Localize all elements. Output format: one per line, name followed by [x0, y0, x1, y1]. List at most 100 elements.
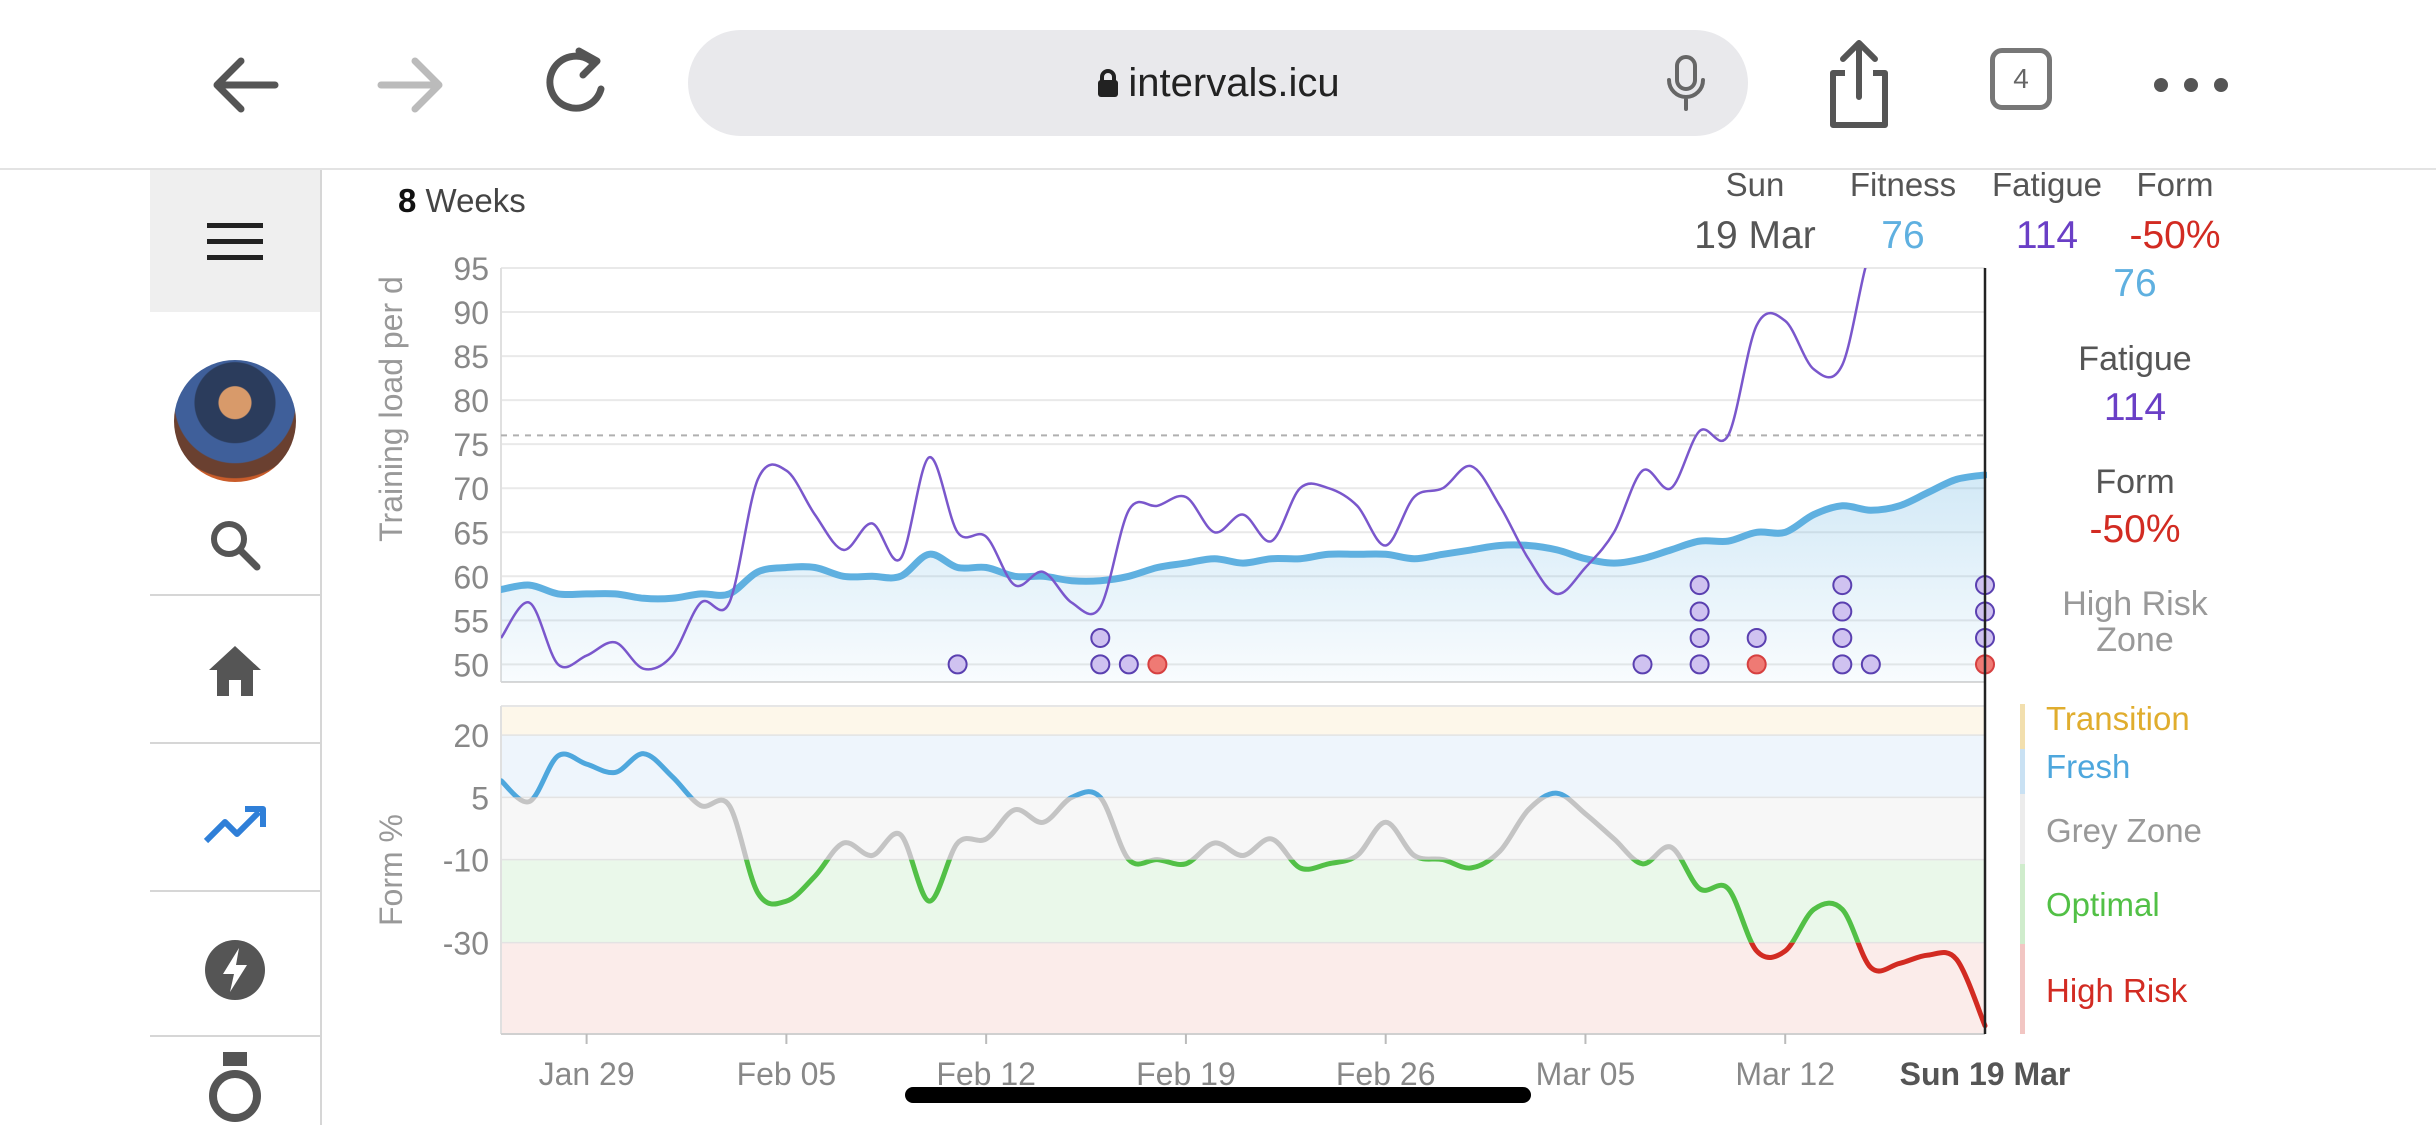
y-tick-label: 70	[453, 471, 489, 507]
activity-dot	[1118, 654, 1139, 675]
activity-dot	[1860, 654, 1881, 675]
legend-high-risk-zone-line2: Zone	[2096, 621, 2174, 659]
legend-high-risk-zone-line1: High Risk	[2062, 585, 2208, 623]
tabs-icon[interactable]: 4	[1990, 48, 2052, 110]
home-indicator	[905, 1087, 1531, 1103]
sidebar	[150, 170, 322, 1125]
zone-bar-grey	[2020, 794, 2025, 864]
zone-label-transition: Transition	[2046, 700, 2190, 737]
header-fitness-value: 76	[1881, 214, 1925, 257]
y-tick-label: 75	[453, 427, 489, 463]
activity-dot	[1632, 654, 1653, 675]
url-text: intervals.icu	[1128, 60, 1340, 105]
trend-icon[interactable]	[150, 760, 320, 890]
y-axis-label: Training load per d	[373, 276, 409, 542]
bolt-icon[interactable]	[150, 905, 320, 1035]
activity-dot	[947, 654, 968, 675]
zone-band	[501, 735, 1985, 798]
y-tick-label: 90	[453, 295, 489, 331]
header-fatigue-value: 114	[2015, 214, 2079, 257]
x-tick-label: Jan 29	[539, 1056, 635, 1092]
back-arrow-icon[interactable]	[190, 30, 300, 140]
fitness-line	[501, 471, 1987, 603]
zone-label-optimal: Optimal	[2046, 886, 2160, 923]
zone-bar-optimal	[2020, 864, 2025, 944]
reload-icon[interactable]	[522, 30, 632, 140]
y-tick-label: 50	[453, 647, 489, 683]
range-unit: Weeks	[425, 182, 526, 219]
x-tick-label: Feb 19	[1136, 1056, 1236, 1092]
y-tick-label: 55	[453, 603, 489, 639]
activity-dot	[1689, 627, 1710, 648]
address-bar[interactable]: intervals.icu	[688, 30, 1748, 136]
zone-band	[501, 859, 1985, 943]
home-icon[interactable]	[150, 610, 320, 730]
fitness-area	[501, 475, 1985, 682]
y-tick-label: -30	[443, 926, 489, 962]
activity-dot	[1832, 627, 1853, 648]
y-axis-label: Form %	[373, 814, 409, 926]
sidebar-divider	[150, 742, 320, 744]
y-tick-label: 5	[471, 780, 489, 816]
y-tick-label: 80	[453, 383, 489, 419]
zone-band	[501, 706, 1985, 736]
avatar[interactable]	[174, 360, 296, 482]
header-date: 19 Mar	[1694, 214, 1816, 257]
legend-fatigue-label: Fatigue	[2078, 340, 2192, 378]
fatigue-line	[501, 268, 1867, 671]
form-line	[513, 797, 1685, 860]
lock-icon	[1098, 69, 1119, 97]
activity-dot	[1689, 601, 1710, 622]
legend-high-risk-zone: High Risk Zone	[2040, 586, 2230, 658]
activity-dot-high-risk	[1746, 654, 1767, 675]
zone-band	[501, 797, 1985, 860]
top-series-group	[501, 268, 1987, 682]
zone-band	[501, 942, 1985, 1034]
zone-label-high-risk: High Risk	[2046, 972, 2188, 1009]
header-fitness-label: Fitness	[1849, 166, 1957, 203]
y-tick-label: 85	[453, 339, 489, 375]
zone-bar-fresh	[2020, 749, 2025, 794]
date-range-selector[interactable]: 8 Weeks	[398, 182, 526, 220]
menu-icon[interactable]	[150, 170, 320, 312]
x-tick-label: Feb 26	[1336, 1056, 1436, 1092]
sidebar-divider	[150, 1035, 320, 1037]
activity-dot	[1090, 654, 1111, 675]
header-form-value: -50%	[2129, 214, 2221, 257]
form-line	[743, 859, 1861, 943]
legend-form-value: -50%	[2089, 508, 2181, 551]
share-icon[interactable]	[1804, 30, 1914, 140]
activity-dot	[1090, 627, 1111, 648]
x-tick-label: Mar 12	[1735, 1056, 1835, 1092]
header-day: Sun	[1725, 166, 1785, 203]
x-tick-label: Mar 05	[1536, 1056, 1636, 1092]
y-tick-label: 95	[453, 251, 489, 287]
more-icon[interactable]	[2136, 30, 2246, 140]
activity-dot	[1832, 575, 1853, 596]
activity-dot	[1746, 627, 1767, 648]
x-tick-label: Sun 19 Mar	[1900, 1056, 2071, 1092]
activity-dot	[1832, 601, 1853, 622]
search-icon[interactable]	[150, 510, 320, 580]
x-tick-label: Feb 05	[737, 1056, 837, 1092]
activity-dot-high-risk	[1147, 654, 1168, 675]
y-tick-label: 20	[453, 718, 489, 754]
forward-arrow-icon[interactable]	[356, 30, 466, 140]
browser-toolbar: intervals.icu 4	[0, 0, 2436, 170]
y-tick-label: -10	[443, 843, 489, 879]
x-tick-label: Feb 12	[936, 1056, 1036, 1092]
header-fatigue-label: Fatigue	[1991, 166, 2103, 203]
sidebar-divider	[150, 890, 320, 892]
range-number: 8	[398, 182, 417, 219]
zone-label-grey-zone: Grey Zone	[2046, 812, 2202, 849]
activity-dot	[1689, 575, 1710, 596]
zone-bar-transition	[2020, 704, 2025, 749]
activity-dot	[1832, 654, 1853, 675]
zone-bar-high-risk	[2020, 944, 2025, 1034]
header-form-label: Form	[2136, 166, 2214, 203]
y-tick-label: 60	[453, 559, 489, 595]
ring-icon[interactable]	[150, 1050, 320, 1125]
microphone-icon[interactable]	[1664, 54, 1708, 117]
sidebar-divider	[150, 594, 320, 596]
